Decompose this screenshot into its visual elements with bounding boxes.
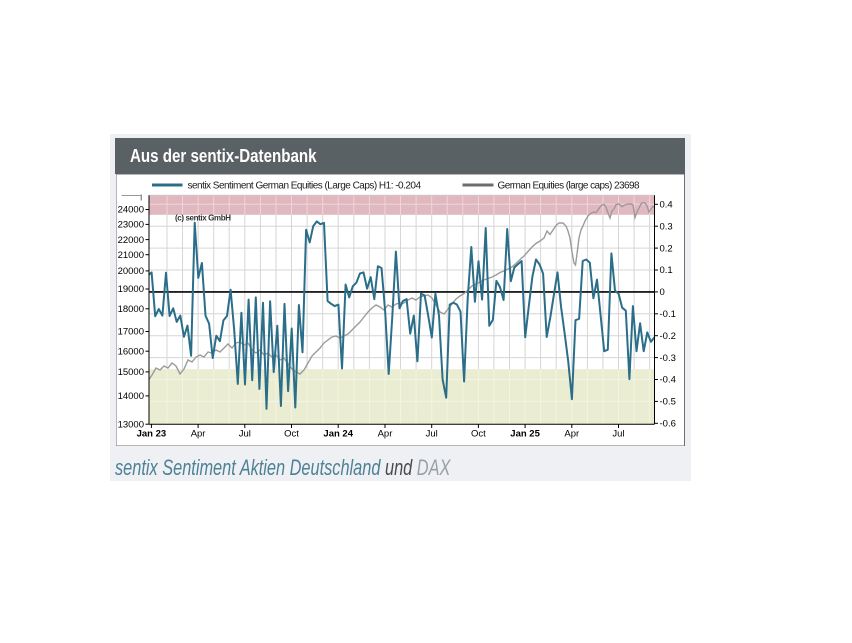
svg-text:-0.3: -0.3 <box>660 353 676 364</box>
svg-text:sentix Sentiment German Equiti: sentix Sentiment German Equities (Large … <box>188 181 422 192</box>
svg-text:(c) sentix GmbH: (c) sentix GmbH <box>175 214 231 223</box>
svg-text:20000: 20000 <box>118 266 144 277</box>
svg-text:0.2: 0.2 <box>660 243 673 254</box>
svg-text:0.3: 0.3 <box>660 221 673 232</box>
svg-text:-0.2: -0.2 <box>660 331 676 342</box>
svg-text:German Equities (large caps) 2: German Equities (large caps) 23698 <box>498 181 640 192</box>
svg-text:Jan 24: Jan 24 <box>323 429 353 440</box>
svg-text:22000: 22000 <box>118 235 144 246</box>
svg-text:Jan 23: Jan 23 <box>137 429 167 440</box>
svg-text:Apr: Apr <box>191 429 206 440</box>
svg-text:13000: 13000 <box>118 419 144 430</box>
svg-text:Jul: Jul <box>612 429 624 440</box>
svg-text:Apr: Apr <box>564 429 579 440</box>
svg-text:Apr: Apr <box>378 429 393 440</box>
svg-text:24000: 24000 <box>118 205 144 216</box>
svg-text:0.1: 0.1 <box>660 265 673 276</box>
svg-text:21000: 21000 <box>118 250 144 261</box>
svg-text:-0.1: -0.1 <box>660 309 676 320</box>
svg-text:-0.4: -0.4 <box>660 375 676 386</box>
svg-text:19000: 19000 <box>118 284 144 295</box>
svg-text:23000: 23000 <box>118 220 144 231</box>
svg-text:0: 0 <box>660 287 665 298</box>
svg-text:17000: 17000 <box>118 327 144 338</box>
svg-text:18000: 18000 <box>118 304 144 315</box>
svg-text:-0.6: -0.6 <box>660 419 676 430</box>
svg-text:14000: 14000 <box>118 391 144 402</box>
svg-text:Jul: Jul <box>426 429 438 440</box>
svg-text:Oct: Oct <box>471 429 486 440</box>
svg-text:-0.5: -0.5 <box>660 397 676 408</box>
svg-text:16000: 16000 <box>118 346 144 357</box>
svg-text:Jul: Jul <box>239 429 251 440</box>
svg-text:15000: 15000 <box>118 367 144 378</box>
svg-text:Jan 25: Jan 25 <box>510 429 540 440</box>
svg-text:0.4: 0.4 <box>660 200 673 211</box>
svg-text:Oct: Oct <box>284 429 299 440</box>
